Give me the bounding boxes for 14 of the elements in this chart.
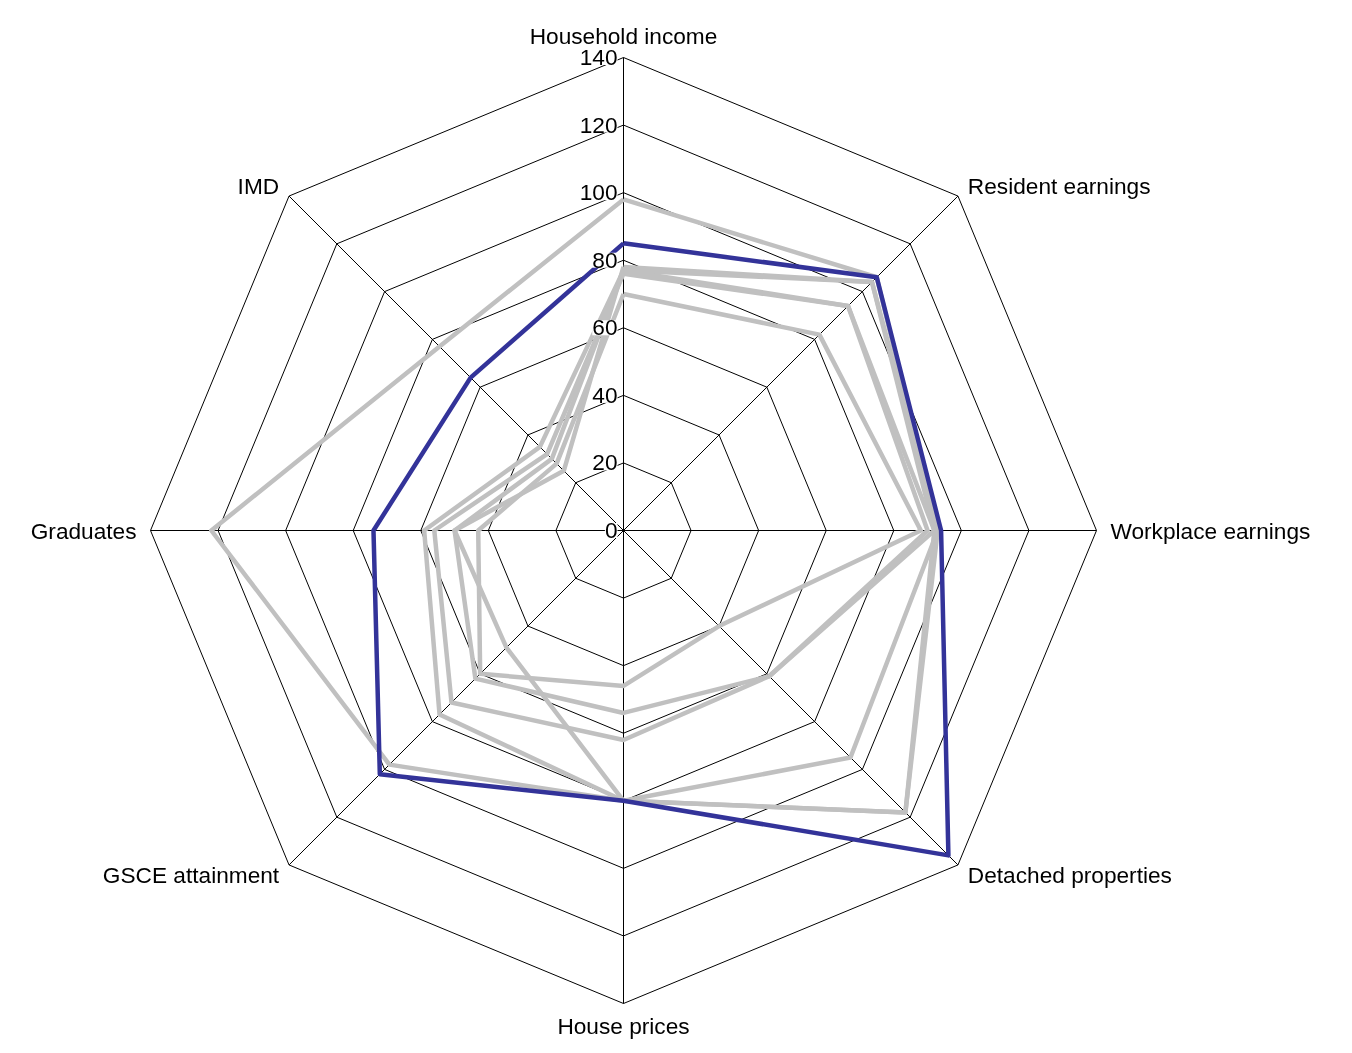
y-tick-label: 80 — [592, 246, 618, 273]
y-tick-label: 0 — [604, 517, 618, 543]
y-tick-label: 40 — [592, 381, 618, 408]
spoke-label: Graduates — [30, 517, 137, 544]
spoke-label: Detached properties — [967, 861, 1172, 888]
y-tick-label: 60 — [592, 314, 618, 341]
spoke-label: Workplace earnings — [1110, 517, 1311, 544]
y-tick-label: 100 — [579, 179, 618, 206]
spoke-label: IMD — [237, 173, 280, 200]
spoke-label: GSCE attainment — [102, 861, 280, 888]
y-tick-label: 20 — [592, 449, 618, 476]
spoke-label: Resident earnings — [967, 173, 1151, 200]
y-tick-label: 120 — [579, 111, 618, 138]
spoke-label: House prices — [557, 1012, 690, 1039]
